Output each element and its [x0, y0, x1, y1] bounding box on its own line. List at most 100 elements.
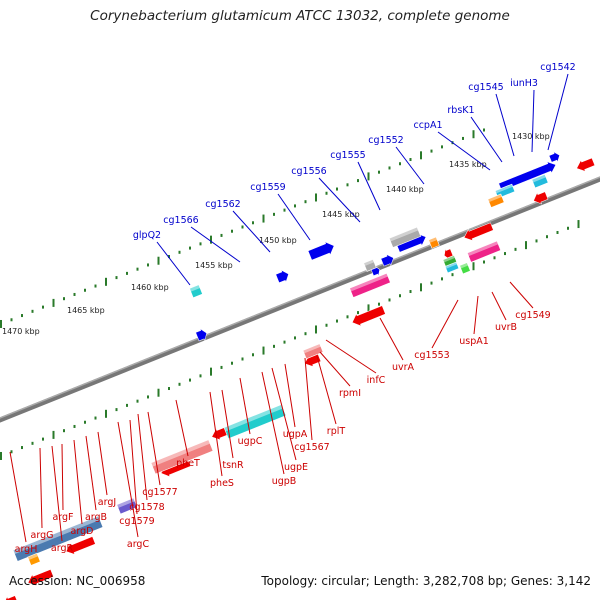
- forward-leader-line: [437, 131, 491, 171]
- forward-leader-line: [357, 161, 381, 211]
- annotation-block: [189, 284, 203, 299]
- tick-lower: [514, 247, 517, 251]
- kbp-label: 1440 kbp: [386, 185, 424, 194]
- gene-feature: [442, 254, 458, 268]
- reverse-leader-line: [325, 339, 377, 374]
- tick-lower: [147, 395, 149, 399]
- reverse-gene-label: argG: [31, 530, 54, 541]
- tick-upper: [178, 250, 181, 254]
- tick-lower: [10, 450, 13, 454]
- tick-upper: [147, 263, 149, 267]
- gene-feature: [576, 157, 596, 172]
- tick-lower: [273, 344, 275, 348]
- forward-gene-label: glpQ2: [133, 230, 161, 241]
- tick-lower: [504, 252, 506, 256]
- tick-lower: [472, 262, 475, 271]
- forward-leader-line: [547, 73, 569, 151]
- tick-lower: [220, 365, 223, 369]
- gene-feature: [27, 569, 54, 587]
- reverse-gene-label: uvrA: [392, 362, 415, 373]
- reverse-leader-line: [39, 447, 43, 529]
- kbp-label: 1430 kbp: [512, 132, 550, 141]
- gene-feature: [444, 261, 460, 274]
- gene-feature: [65, 536, 96, 555]
- tick-upper: [0, 319, 2, 328]
- tick-upper: [42, 305, 44, 309]
- gene-feature: [463, 222, 494, 241]
- gene-feature: [487, 193, 505, 208]
- tick-lower: [388, 298, 391, 302]
- reverse-gene-label: ugpC: [238, 436, 263, 447]
- tick-upper: [31, 309, 34, 313]
- tick-lower: [304, 332, 307, 336]
- tick-upper: [126, 271, 128, 275]
- annotation-block: [150, 439, 214, 475]
- annotation-block: [388, 226, 422, 248]
- tick-upper: [168, 255, 170, 259]
- tick-upper: [483, 128, 485, 132]
- forward-leader-line: [156, 241, 191, 286]
- tick-upper: [304, 200, 307, 204]
- tick-upper: [136, 267, 139, 271]
- reverse-leader-line: [271, 367, 297, 461]
- reverse-leader-line: [304, 357, 313, 441]
- tick-upper: [441, 145, 443, 149]
- reverse-gene-label: argB: [85, 512, 107, 523]
- label-leader-lines: [9, 73, 569, 543]
- forward-leader-line: [190, 226, 241, 263]
- tick-upper: [220, 233, 223, 237]
- annotation-block-shine: [13, 515, 101, 555]
- tick-lower: [493, 256, 496, 260]
- gene-feature: [275, 269, 289, 284]
- reverse-leader-line: [129, 419, 138, 515]
- gene-feature: [428, 236, 440, 249]
- annotation-block: [27, 552, 41, 566]
- tick-lower: [451, 273, 454, 277]
- forward-gene-label: cg1555: [330, 150, 365, 161]
- forward-gene-label: cg1566: [163, 215, 198, 226]
- forward-gene-label: rbsK1: [447, 105, 474, 116]
- genome-backbone: [0, 176, 600, 423]
- annotation-block-shine: [363, 259, 375, 266]
- forward-gene-label: ccpA1: [413, 120, 442, 131]
- gene-feature: [195, 327, 207, 342]
- tick-lower: [52, 430, 55, 439]
- reverse-gene-label: cg1577: [142, 487, 177, 498]
- reverse-leader-line: [239, 377, 251, 435]
- forward-leader-line: [495, 93, 515, 157]
- tick-upper: [409, 158, 412, 162]
- gene-feature: [223, 404, 287, 440]
- tick-lower: [136, 399, 139, 403]
- gene-feature: [27, 552, 41, 566]
- annotation-block-shine: [302, 343, 321, 354]
- tick-upper: [252, 221, 254, 225]
- annotation-block-shine: [467, 241, 499, 257]
- tick-lower: [567, 226, 569, 230]
- annotation-block: [428, 236, 440, 249]
- tick-lower: [126, 403, 128, 407]
- reverse-leader-line: [9, 451, 27, 543]
- reverse-gene-arrow: [3, 595, 19, 600]
- annotation-block: [487, 193, 505, 208]
- tick-lower: [420, 283, 422, 292]
- reverse-gene-label: argH: [15, 544, 38, 555]
- forward-gene-label: cg1545: [468, 82, 503, 93]
- forward-leader-line: [232, 210, 271, 253]
- gene-feature: [150, 439, 214, 475]
- reverse-gene-label: rpmI: [339, 388, 361, 399]
- tick-lower: [399, 294, 401, 298]
- reverse-gene-label: ugpE: [284, 462, 308, 473]
- genome-summary-text: Topology: circular; Length: 3,282,708 bp…: [261, 574, 591, 588]
- gene-feature: [349, 272, 391, 298]
- gene-feature: [307, 241, 335, 261]
- reverse-leader-line: [175, 399, 189, 457]
- tick-upper: [10, 318, 13, 322]
- reverse-leader-line: [209, 391, 223, 477]
- tick-upper: [115, 276, 118, 280]
- gene-feature: [380, 253, 394, 267]
- reverse-gene-arrow: [351, 305, 386, 327]
- tick-upper: [189, 246, 191, 250]
- kbp-label: 1435 kbp: [449, 160, 487, 169]
- forward-gene-label: cg1562: [205, 199, 240, 210]
